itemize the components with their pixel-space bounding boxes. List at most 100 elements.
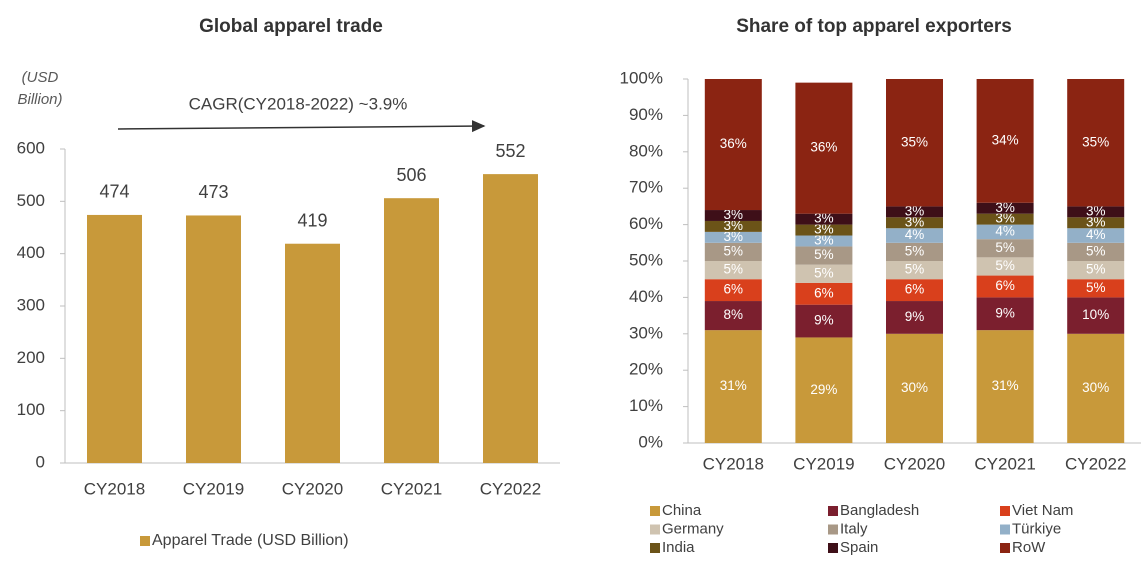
data-label: 5% — [905, 262, 925, 277]
legend-label: Apparel Trade (USD Billion) — [152, 532, 349, 549]
bar-segment — [795, 82, 853, 214]
legend-swatch — [650, 524, 660, 535]
x-tick-label: CY2022 — [480, 479, 541, 498]
bar-segment — [795, 337, 853, 443]
legend-label: Bangladesh — [840, 502, 919, 519]
data-label: 6% — [814, 285, 834, 300]
data-label: 6% — [724, 282, 744, 297]
data-label: 5% — [1086, 243, 1106, 258]
data-label: 5% — [995, 240, 1015, 255]
bar-segment — [886, 206, 943, 218]
y-unit: Billion) — [17, 91, 62, 108]
data-label: 552 — [495, 141, 525, 161]
bar-segment — [704, 261, 762, 280]
bar-segment — [1067, 279, 1125, 298]
legend-label: China — [662, 502, 702, 519]
data-label: 6% — [995, 278, 1015, 293]
data-label: 474 — [99, 182, 129, 202]
data-label: 31% — [720, 378, 747, 393]
data-label: 3% — [995, 200, 1015, 215]
legend-label: RoW — [1012, 539, 1046, 556]
x-tick-label: CY2021 — [381, 479, 442, 498]
x-tick-label: CY2020 — [884, 454, 945, 473]
data-label: 506 — [396, 165, 426, 185]
y-tick-label: 70% — [629, 178, 663, 197]
x-tick-label: CY2020 — [282, 479, 343, 498]
y-unit: (USD — [22, 69, 59, 86]
data-label: 4% — [905, 227, 925, 242]
bar-segment — [795, 264, 853, 283]
y-tick-label: 80% — [629, 141, 663, 160]
legend-label: Germany — [662, 520, 724, 537]
data-label: 3% — [724, 207, 744, 222]
annotation: CAGR(CY2018-2022) ~3.9% — [189, 94, 408, 113]
bar-segment — [1067, 242, 1125, 261]
bar — [87, 214, 142, 463]
bar-segment — [886, 228, 943, 243]
y-tick-label: 60% — [629, 214, 663, 233]
bar-segment — [976, 213, 1034, 225]
bar-segment — [976, 297, 1034, 331]
data-label: 419 — [297, 210, 327, 230]
bar-segment — [704, 301, 762, 331]
y-tick-label: 0 — [36, 452, 45, 471]
y-tick-label: 600 — [17, 138, 45, 157]
chart-title: Share of top apparel exporters — [736, 16, 1012, 37]
y-tick-label: 10% — [629, 396, 663, 415]
bar-segment — [976, 257, 1034, 276]
bar-segment — [1067, 79, 1125, 207]
data-label: 3% — [814, 222, 834, 237]
legend-swatch — [1000, 524, 1010, 535]
bar-segment — [1067, 333, 1125, 443]
x-tick-label: CY2019 — [793, 454, 854, 473]
y-tick-label: 400 — [17, 243, 45, 262]
y-tick-label: 20% — [629, 360, 663, 379]
y-tick-label: 100% — [620, 68, 663, 87]
data-label: 10% — [1082, 307, 1109, 322]
bar-segment — [704, 210, 762, 221]
bar-segment — [795, 235, 853, 247]
y-tick-label: 100 — [17, 400, 45, 419]
data-label: 3% — [814, 211, 834, 226]
bar — [186, 215, 241, 463]
bar-segment — [886, 217, 943, 229]
data-label: 3% — [724, 229, 744, 244]
legend-swatch — [650, 506, 660, 516]
legend-swatch — [828, 543, 838, 553]
data-label: 5% — [814, 247, 834, 262]
bar — [483, 174, 538, 463]
bar-segment — [976, 330, 1034, 443]
data-label: 5% — [1086, 262, 1106, 277]
bar-segment — [976, 79, 1034, 203]
data-label: 473 — [198, 182, 228, 202]
legend-swatch — [828, 524, 838, 535]
y-tick-label: 200 — [17, 348, 45, 367]
bar-segment — [704, 231, 762, 243]
bar-segment — [795, 213, 853, 225]
data-label: 35% — [901, 134, 928, 149]
bar-segment — [976, 202, 1034, 214]
data-label: 6% — [905, 282, 925, 297]
bar-segment — [704, 242, 762, 261]
bar-segment — [1067, 261, 1125, 280]
legend-swatch — [828, 506, 838, 516]
data-label: 9% — [995, 305, 1015, 320]
data-label: 5% — [995, 258, 1015, 273]
bar-segment — [886, 279, 943, 302]
data-label: 29% — [810, 382, 837, 397]
data-label: 8% — [724, 307, 744, 322]
y-tick-label: 50% — [629, 250, 663, 269]
bar-segment — [886, 242, 943, 261]
y-tick-label: 30% — [629, 323, 663, 342]
legend-label: Spain — [840, 539, 878, 556]
legend-label: Italy — [840, 520, 868, 537]
data-label: 3% — [1086, 203, 1106, 218]
bar-segment — [886, 333, 943, 443]
bar-segment — [976, 224, 1034, 240]
data-label: 3% — [814, 233, 834, 248]
data-label: 4% — [995, 223, 1015, 238]
legend-swatch — [140, 536, 150, 546]
x-tick-label: CY2021 — [974, 454, 1035, 473]
bar-segment — [704, 330, 762, 443]
